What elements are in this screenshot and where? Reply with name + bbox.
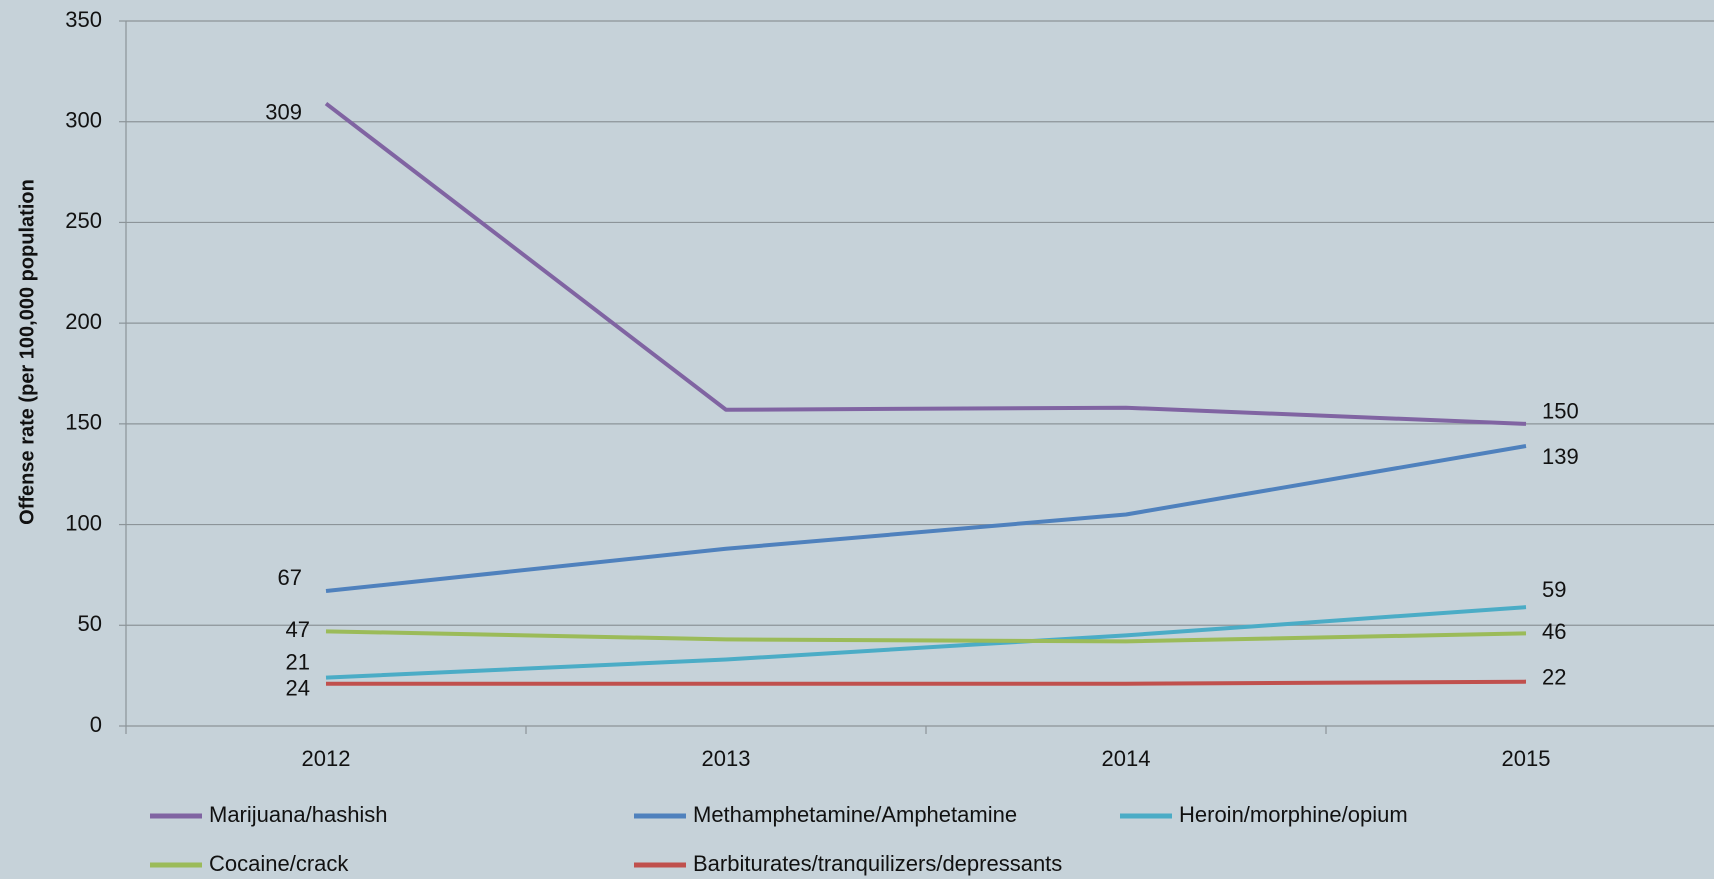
x-tick-label: 2013: [702, 746, 751, 771]
data-label: 46: [1542, 619, 1566, 644]
data-label: 139: [1542, 444, 1579, 469]
data-label: 21: [286, 650, 310, 675]
data-label: 309: [265, 99, 302, 124]
series-line: [325, 605, 1527, 680]
series-line: [325, 444, 1527, 594]
y-tick-label: 250: [65, 208, 102, 233]
legend-label: Methamphetamine/Amphetamine: [693, 802, 1017, 827]
y-tick-label: 350: [65, 7, 102, 32]
data-label: 59: [1542, 577, 1566, 602]
series-line: [324, 101, 1527, 426]
series-line: [325, 629, 1527, 644]
series-line: [326, 679, 1527, 686]
y-tick-label: 100: [65, 510, 102, 535]
x-tick-label: 2014: [1102, 746, 1151, 771]
data-label: 24: [286, 675, 310, 700]
legend-label: Cocaine/crack: [209, 851, 349, 876]
y-tick-label: 50: [78, 611, 102, 636]
y-axis-title: Offense rate (per 100,000 population: [16, 179, 38, 525]
data-label: 22: [1542, 664, 1566, 689]
x-tick-label: 2015: [1502, 746, 1551, 771]
y-tick-label: 0: [90, 712, 102, 737]
x-tick-label: 2012: [302, 746, 351, 771]
data-label: 67: [278, 565, 302, 590]
data-label: 47: [286, 617, 310, 642]
y-tick-label: 150: [65, 410, 102, 435]
legend-label: Marijuana/hashish: [209, 802, 388, 827]
y-tick-label: 200: [65, 309, 102, 334]
legend-label: Heroin/morphine/opium: [1179, 802, 1408, 827]
data-label: 150: [1542, 399, 1579, 424]
legend-label: Barbiturates/tranquilizers/depressants: [693, 851, 1062, 876]
y-tick-label: 300: [65, 108, 102, 133]
